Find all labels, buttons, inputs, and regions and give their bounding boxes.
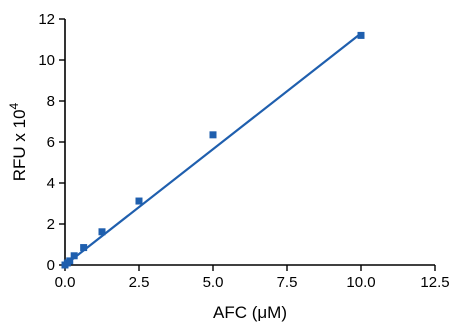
- x-tick-label: 10.0: [346, 274, 375, 291]
- y-tick-label: 2: [47, 216, 55, 233]
- data-point: [70, 252, 78, 260]
- data-point: [135, 197, 143, 205]
- data-point: [357, 31, 365, 39]
- data-point: [80, 244, 88, 252]
- y-axis-title-main: RFU x 10: [10, 109, 29, 181]
- y-tick-label: 12: [38, 11, 55, 28]
- y-tick-label: 6: [47, 134, 55, 151]
- data-point: [66, 257, 74, 265]
- y-axis-title: RFU x 104: [7, 102, 29, 181]
- y-tick-label: 10: [38, 52, 55, 69]
- x-tick-label: 7.5: [277, 274, 298, 291]
- y-axis-title-exponent: 4: [7, 102, 21, 109]
- x-tick-label: 0.0: [55, 274, 76, 291]
- x-axis-title: AFC (μM): [213, 303, 287, 322]
- x-tick-label: 2.5: [129, 274, 150, 291]
- y-tick-label: 4: [47, 175, 55, 192]
- fit-line: [64, 32, 362, 266]
- data-points: [61, 31, 365, 269]
- y-ticks: 0 2 4 6 8 10 12: [38, 11, 65, 274]
- fit-line-group: [64, 32, 362, 266]
- data-point: [98, 228, 106, 236]
- data-point: [209, 131, 217, 139]
- y-tick-label: 0: [47, 257, 55, 274]
- axes: [64, 19, 435, 266]
- x-tick-label: 12.5: [420, 274, 449, 291]
- x-ticks: 0.0 2.5 5.0 7.5 10.0 12.5: [55, 265, 450, 291]
- x-tick-label: 5.0: [203, 274, 224, 291]
- y-tick-label: 8: [47, 93, 55, 110]
